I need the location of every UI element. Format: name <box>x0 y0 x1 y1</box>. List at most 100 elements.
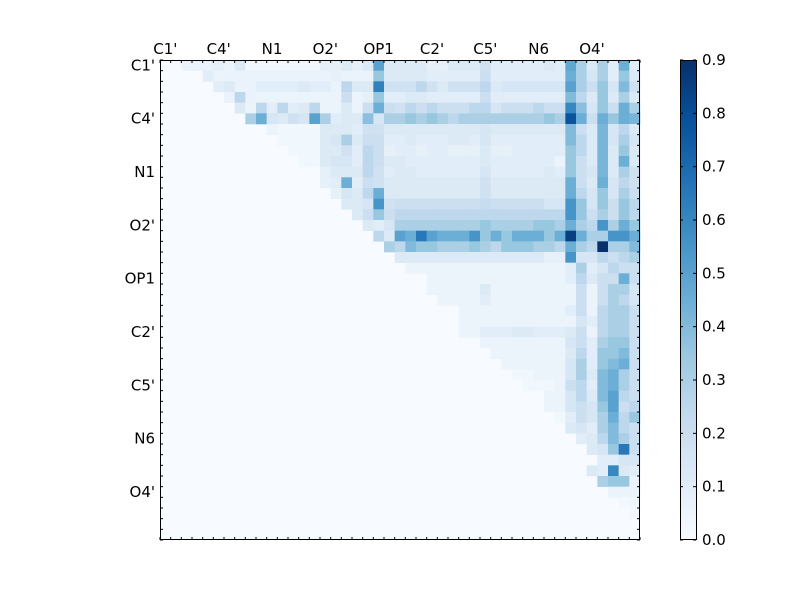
heatmap-cell <box>448 241 459 253</box>
heatmap-cell <box>501 145 513 157</box>
heatmap-cell <box>277 113 289 125</box>
heatmap-cell <box>469 177 481 189</box>
heatmap-cell <box>586 166 598 178</box>
heatmap-cell <box>512 156 523 167</box>
heatmap-cell <box>309 156 321 167</box>
heatmap-cell <box>405 145 417 157</box>
heatmap-cell <box>533 102 545 114</box>
heatmap-cell <box>352 177 363 189</box>
heatmap-cell <box>618 337 630 349</box>
heatmap-cell <box>544 294 555 306</box>
heatmap-cell <box>522 348 534 359</box>
heatmap-cell <box>554 284 566 295</box>
heatmap-cell <box>576 262 587 274</box>
heatmap-cell <box>490 113 502 125</box>
heatmap-cell <box>480 145 491 157</box>
heatmap-cell <box>469 124 481 135</box>
heatmap-cell <box>608 444 619 455</box>
y-tick-label: C4' <box>131 110 155 128</box>
heatmap-cell <box>597 380 609 391</box>
heatmap-cell <box>405 230 417 242</box>
heatmap-cell <box>394 134 406 146</box>
heatmap-cell <box>320 177 331 189</box>
heatmap-cell <box>469 188 481 199</box>
heatmap-cell <box>373 92 385 103</box>
heatmap-cell <box>576 358 587 370</box>
heatmap-cell <box>576 70 587 82</box>
heatmap-cell <box>480 60 491 71</box>
heatmap-cell <box>618 369 630 381</box>
heatmap-cell <box>501 102 513 114</box>
heatmap-cell <box>544 113 555 125</box>
heatmap-cell <box>437 262 449 274</box>
heatmap-cell <box>373 81 385 93</box>
heatmap-cell <box>544 369 555 381</box>
heatmap-cell <box>330 134 342 146</box>
heatmap-cell <box>501 273 513 285</box>
heatmap-cell <box>522 220 534 231</box>
y-tick-label: N1 <box>134 163 155 181</box>
heatmap-cell <box>597 358 609 370</box>
heatmap-cell <box>618 358 630 370</box>
heatmap-cell <box>565 358 577 370</box>
heatmap-cell <box>512 348 523 359</box>
heatmap-cell <box>394 102 406 114</box>
heatmap-cell <box>533 294 545 306</box>
heatmap-cell <box>405 198 417 210</box>
colorbar-gradient <box>680 60 697 540</box>
heatmap-cell <box>565 422 577 434</box>
heatmap-cell <box>469 284 481 295</box>
heatmap-cell <box>288 113 299 125</box>
heatmap-cell <box>330 102 342 114</box>
heatmap-cell <box>533 198 545 210</box>
heatmap-cell <box>608 316 619 327</box>
heatmap-cell <box>533 81 545 93</box>
heatmap-cell <box>405 113 417 125</box>
heatmap-cell <box>501 326 513 338</box>
heatmap-cell <box>512 81 523 93</box>
heatmap-cell <box>544 401 555 413</box>
heatmap-cell <box>629 124 641 135</box>
heatmap-cell <box>586 380 598 391</box>
heatmap-cell <box>448 134 459 146</box>
heatmap-cell <box>234 92 246 103</box>
heatmap-cell <box>298 134 310 146</box>
heatmap-cell <box>245 60 257 71</box>
heatmap-cell <box>352 102 363 114</box>
heatmap-cell <box>586 252 598 263</box>
heatmap-cell <box>309 113 321 125</box>
heatmap-cell <box>266 113 278 125</box>
heatmap-cell <box>490 294 502 306</box>
heatmap-cell <box>256 92 267 103</box>
heatmap-cell <box>490 156 502 167</box>
heatmap-cell <box>586 412 598 423</box>
heatmap-cell <box>437 220 449 231</box>
heatmap-cell <box>522 102 534 114</box>
heatmap-cell <box>458 102 470 114</box>
heatmap-cell <box>586 273 598 285</box>
heatmap-cell <box>341 92 353 103</box>
heatmap-cell <box>341 166 353 178</box>
heatmap-cell <box>384 145 395 157</box>
heatmap-cell <box>362 81 374 93</box>
heatmap-cell <box>416 188 427 199</box>
heatmap-cell <box>405 102 417 114</box>
heatmap-cell <box>608 230 619 242</box>
heatmap-cell <box>608 348 619 359</box>
heatmap-cell <box>533 326 545 338</box>
heatmap-cell <box>309 124 321 135</box>
heatmap-cell <box>576 113 587 125</box>
heatmap-cell <box>373 220 385 231</box>
x-tick-label: OP1 <box>363 40 393 58</box>
heatmap-cell <box>629 60 641 71</box>
heatmap-cell <box>608 294 619 306</box>
heatmap-cell <box>352 134 363 146</box>
heatmap-cell <box>362 220 374 231</box>
heatmap-cell <box>384 209 395 221</box>
heatmap-cell <box>362 92 374 103</box>
heatmap-cell <box>565 369 577 381</box>
heatmap-cell <box>512 358 523 370</box>
heatmap-cell <box>522 209 534 221</box>
heatmap-cell <box>618 92 630 103</box>
